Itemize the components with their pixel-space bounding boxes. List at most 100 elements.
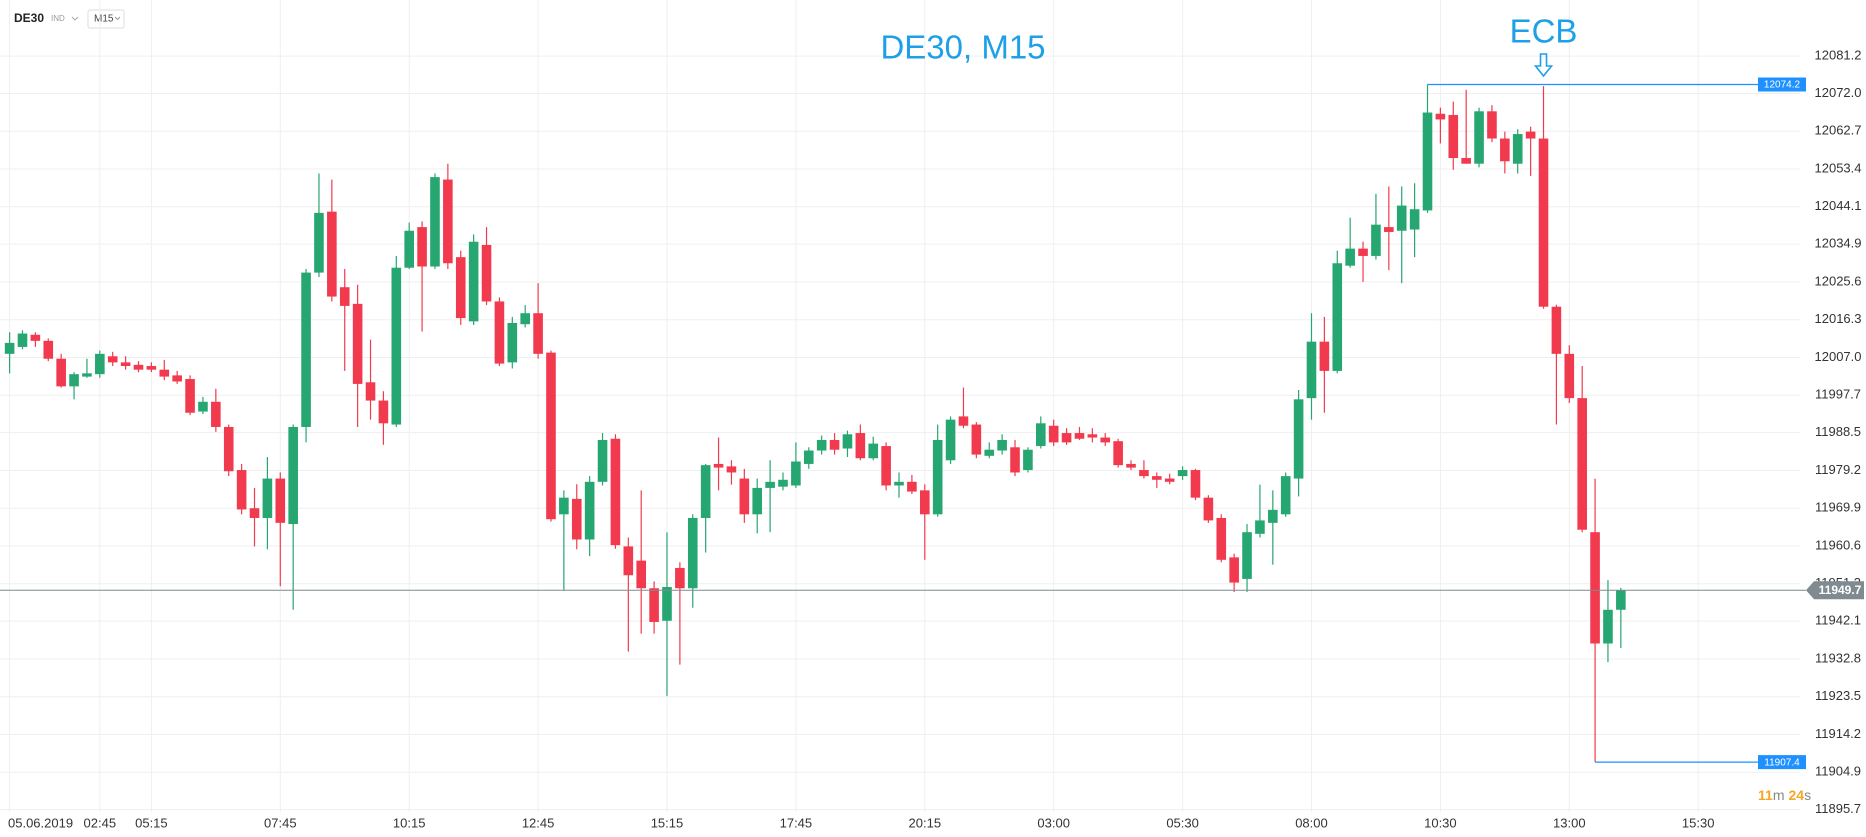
x-tick-label: 17:45 (780, 815, 813, 830)
candle-body (159, 369, 170, 377)
candle-body (1512, 134, 1523, 164)
candle-body (275, 478, 286, 523)
symbol[interactable]: DE30 (14, 11, 44, 25)
candle-body (1564, 353, 1575, 399)
candle-body (120, 362, 131, 367)
candle-body (69, 374, 79, 387)
candle-body (1409, 209, 1420, 230)
candle-body (1293, 399, 1304, 479)
candle-body (1048, 425, 1059, 443)
candle-body (262, 478, 273, 518)
x-tick-label: 05.06.2019 (8, 815, 73, 830)
timer: 11m 24s (1758, 787, 1811, 803)
candle-body (1525, 131, 1536, 139)
timer-minutes-unit: m (1773, 787, 1785, 803)
candle-body (855, 433, 866, 459)
annotation: ECB (1510, 13, 1578, 50)
candle-body (675, 567, 685, 589)
candle-body (82, 373, 92, 377)
candle-body (468, 241, 479, 322)
candle-body (1061, 433, 1072, 443)
chart-title: DE30, M15 (880, 29, 1045, 66)
candle-body (301, 272, 311, 427)
candle-body (1384, 227, 1394, 232)
y-tick-label: 12034.9 (1815, 236, 1862, 251)
candle-body (1023, 449, 1033, 471)
last-price-tag (1806, 581, 1864, 600)
candle-body (494, 301, 505, 364)
candle-body (1500, 138, 1510, 162)
candle-body (739, 478, 750, 515)
candle-body (520, 313, 530, 325)
candle-body (507, 322, 518, 363)
candle-body (997, 439, 1007, 451)
candle-body (1474, 111, 1484, 164)
candle-body (713, 463, 724, 468)
y-tick-label: 12025.6 (1815, 273, 1862, 288)
candle-body (443, 179, 453, 264)
y-tick-label: 11914.2 (1815, 726, 1861, 741)
timeframe[interactable]: M15 (94, 14, 114, 25)
candle-body (1487, 111, 1497, 139)
candle-body (1190, 470, 1201, 498)
candle-body (107, 356, 118, 363)
candle-body (378, 400, 389, 424)
candle-body (327, 211, 337, 297)
candle-body (133, 364, 144, 370)
candle-body (649, 588, 659, 622)
candle-body (1010, 447, 1020, 473)
candle-body (1216, 517, 1227, 560)
candle-body (1538, 138, 1549, 307)
candle-body (726, 466, 737, 473)
candle-body (1074, 433, 1085, 439)
candle-body (1164, 478, 1175, 482)
candle-body (1268, 509, 1278, 523)
x-tick-label: 15:30 (1682, 815, 1715, 830)
candle-body (803, 450, 814, 464)
candle-body (1280, 476, 1291, 515)
candle-body (1139, 470, 1149, 477)
x-tick-label: 15:15 (651, 815, 684, 830)
candle-body (1577, 398, 1587, 530)
candle-body (919, 490, 930, 515)
toolbar: DE30 IND M15 (14, 9, 125, 29)
y-tick-label: 11969.9 (1815, 500, 1861, 515)
candle-body (1100, 437, 1111, 443)
annotation-arrow (1533, 53, 1554, 78)
candle-body (1306, 341, 1317, 399)
candle-body (816, 439, 827, 451)
x-tick-label: 12:45 (522, 815, 555, 830)
timer-seconds-unit: s (1804, 787, 1811, 803)
candle-body (791, 461, 801, 486)
candle-body (249, 508, 260, 518)
timer-seconds: 24 (1788, 787, 1804, 803)
candle-body (211, 401, 221, 427)
y-tick-label: 11895.7 (1815, 801, 1861, 816)
candle-body (700, 465, 711, 518)
candle-body (1113, 441, 1123, 466)
y-tick-label: 12007.0 (1815, 349, 1862, 364)
overlays: 12081.2 12072.0 12062.7 12053.4 12044.1 12034… (0, 13, 1864, 830)
candle-body (662, 587, 672, 621)
candle-body (1319, 341, 1330, 371)
candle-body (1229, 557, 1239, 583)
timeframe-button[interactable] (87, 9, 125, 29)
candle-body (185, 379, 195, 413)
candle-body (417, 227, 427, 267)
candle-body (971, 424, 982, 455)
candle-body (1590, 532, 1600, 644)
candle-body (868, 443, 879, 459)
candle-body (932, 439, 943, 515)
y-tick-label: 12016.3 (1815, 311, 1862, 326)
candle-body (907, 481, 917, 492)
symbol-dropdown[interactable] (71, 16, 79, 21)
y-tick-label: 11997.7 (1815, 387, 1861, 402)
timeframe-caret (114, 16, 121, 21)
candle-body (1036, 423, 1046, 447)
candle-body (1345, 248, 1355, 266)
candle-body (1177, 470, 1188, 477)
candle-body (1435, 113, 1446, 120)
candle-body (339, 287, 350, 306)
price-level-label: 11907.4 (1764, 757, 1800, 768)
x-tick-label: 05:30 (1166, 815, 1199, 830)
